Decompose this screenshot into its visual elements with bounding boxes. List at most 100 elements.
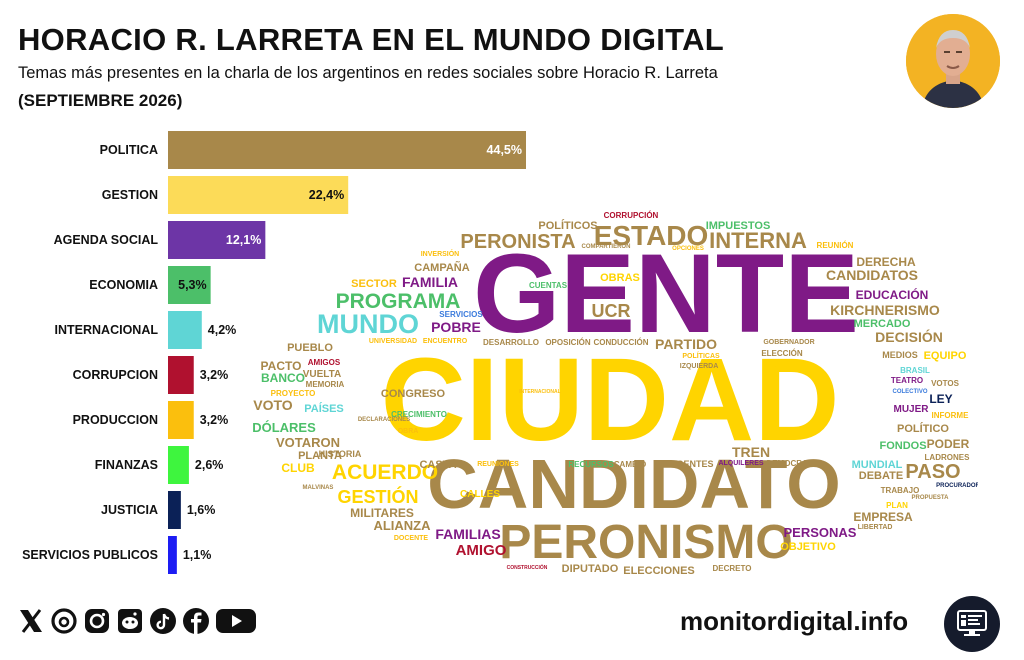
site-url[interactable]: monitordigital.info	[680, 606, 909, 636]
word-cloud-term: PROCURADOR	[936, 483, 978, 489]
word-cloud-term: DESARROLLO	[483, 338, 539, 347]
tiktok-icon[interactable]	[148, 606, 177, 635]
word-cloud-term: PROYECTO	[271, 389, 316, 398]
data-label: 2,6%	[195, 458, 224, 472]
word-cloud-term: DECLARACIONES	[358, 417, 410, 423]
word-cloud-term: TRABAJO	[881, 486, 920, 495]
word-cloud-term: CLUB	[281, 461, 315, 475]
bar	[168, 356, 194, 394]
word-cloud-term: FAMILIA	[402, 274, 458, 290]
data-label: 12,1%	[226, 233, 261, 247]
word-cloud-term: CUENTAS	[529, 281, 568, 290]
word-cloud-term: BANCO	[261, 371, 305, 385]
word-cloud-term: CORRUPCIÓN	[604, 211, 659, 220]
word-cloud-term: PERONISMO	[499, 516, 792, 569]
word-cloud-term: VUELTA	[303, 369, 342, 380]
word-cloud-term: CAMBIO	[614, 460, 646, 469]
person-portrait-icon	[906, 14, 1000, 108]
word-cloud-term: VOTOS	[931, 379, 960, 388]
word-cloud-term: HISTORIA	[319, 449, 362, 459]
bar	[168, 266, 211, 304]
bar	[168, 176, 349, 214]
data-label: 1,1%	[183, 548, 212, 562]
facebook-icon[interactable]	[181, 606, 210, 635]
word-cloud-term: CRECIMIENTO	[391, 410, 447, 419]
bar	[168, 221, 266, 259]
category-label: ECONOMIA	[89, 278, 158, 292]
word-cloud-term: ALQUILERES	[718, 460, 763, 467]
word-cloud-term: MEMORIA	[306, 380, 345, 389]
word-cloud-term: CONSTRUCCIÓN	[507, 563, 548, 571]
category-label: CORRUPCION	[73, 368, 158, 382]
word-cloud-term: CANDIDATOS	[826, 267, 918, 283]
word-cloud-term: REUNIONES	[477, 461, 519, 468]
word-cloud-term: LADRONES	[925, 453, 971, 462]
word-cloud-term: INTERNACIONAL	[519, 389, 560, 395]
bar	[168, 401, 194, 439]
bar	[168, 446, 189, 484]
word-cloud-term: LIBERTAD	[858, 524, 893, 531]
word-cloud-term: DERECHA	[856, 255, 916, 269]
page-subtitle: Temas más presentes en la charla de los …	[18, 64, 718, 82]
bar	[168, 131, 526, 169]
word-cloud-term: PERSONAS	[784, 525, 857, 540]
word-cloud-term: MERCADO	[854, 318, 911, 330]
threads-icon[interactable]	[49, 606, 78, 635]
category-label: SERVICIOS PUBLICOS	[22, 548, 158, 562]
word-cloud-term: POLÍTICOS	[538, 219, 597, 232]
word-cloud-term: CASTA	[419, 459, 456, 471]
word-cloud-term: UCR	[592, 301, 631, 321]
word-cloud-term: POLÍTICAS	[682, 351, 720, 360]
data-label: 44,5%	[487, 143, 522, 157]
data-label: 3,2%	[200, 368, 229, 382]
word-cloud-term: VOTO	[253, 397, 293, 413]
word-cloud-term: CAMPAÑA	[414, 261, 469, 274]
word-cloud-term: VOTARON	[276, 435, 340, 450]
bar-chart: POLITICA 44,5% GESTION 22,4% AGENDA SOCIAL 12…	[22, 131, 526, 574]
word-cloud-term: MUJER	[893, 404, 929, 415]
page-title: HORACIO R. LARRETA EN EL MUNDO DIGITAL	[18, 22, 725, 57]
word-cloud-term: CIUDAD	[381, 334, 840, 466]
word-cloud-term: DESARROLLO	[507, 343, 514, 346]
period-label: (SEPTIEMBRE 2026)	[18, 91, 183, 110]
word-cloud-term: EQUIPO	[924, 350, 967, 362]
data-label: 5,3%	[178, 278, 207, 292]
data-label: 1,6%	[187, 503, 216, 517]
word-cloud-term: REUNIÓN	[817, 241, 854, 250]
word-cloud-term: COMPARTIERON	[582, 244, 631, 250]
word-cloud-term: PLANTA	[298, 450, 342, 462]
category-label: INTERNACIONAL	[55, 323, 159, 337]
word-cloud-term: PUEBLO	[287, 342, 333, 354]
word-cloud-term: OPOSICIÓN	[545, 338, 591, 347]
bar	[168, 491, 181, 529]
word-cloud-term: EMPRESA	[853, 510, 913, 524]
word-cloud-term: IMPUESTOS	[706, 220, 771, 232]
word-cloud-term: DECISIÓN	[875, 328, 943, 345]
category-label: PRODUCCION	[73, 413, 158, 427]
word-cloud-term: OBRAS	[600, 272, 640, 284]
word-cloud-term: MILITARES	[350, 506, 414, 520]
word-cloud-term: SERVICIOS	[439, 310, 483, 319]
word-cloud-term: ELECCIONES	[623, 565, 695, 577]
word-cloud-term: PROPUESTA	[912, 495, 950, 501]
word-cloud-term: RECURSOS	[568, 460, 614, 469]
word-cloud-term: PODER	[927, 437, 970, 451]
word-cloud-term: COLECTIVO	[892, 389, 927, 395]
reddit-icon[interactable]	[115, 606, 144, 635]
instagram-icon[interactable]	[82, 606, 111, 635]
word-cloud-term: GENTE	[473, 231, 859, 356]
word-cloud-term: MALVINAS	[303, 485, 334, 491]
word-cloud-term: PROGRAMA	[336, 290, 461, 313]
word-cloud-term: DEMOCRACIA	[766, 459, 821, 468]
youtube-icon[interactable]	[214, 606, 258, 635]
word-cloud-term: PAÍSES	[304, 402, 344, 415]
word-cloud-term: IZQUIERDA	[680, 363, 719, 370]
word-cloud-term: OBRA	[398, 428, 419, 435]
word-cloud-term: ENCUENTRO	[423, 338, 468, 345]
category-label: GESTION	[102, 188, 158, 202]
x-icon[interactable]	[16, 606, 45, 635]
word-cloud-term: TEATRO	[891, 376, 923, 385]
category-label: FINANZAS	[95, 458, 158, 472]
data-label: 22,4%	[309, 188, 344, 202]
